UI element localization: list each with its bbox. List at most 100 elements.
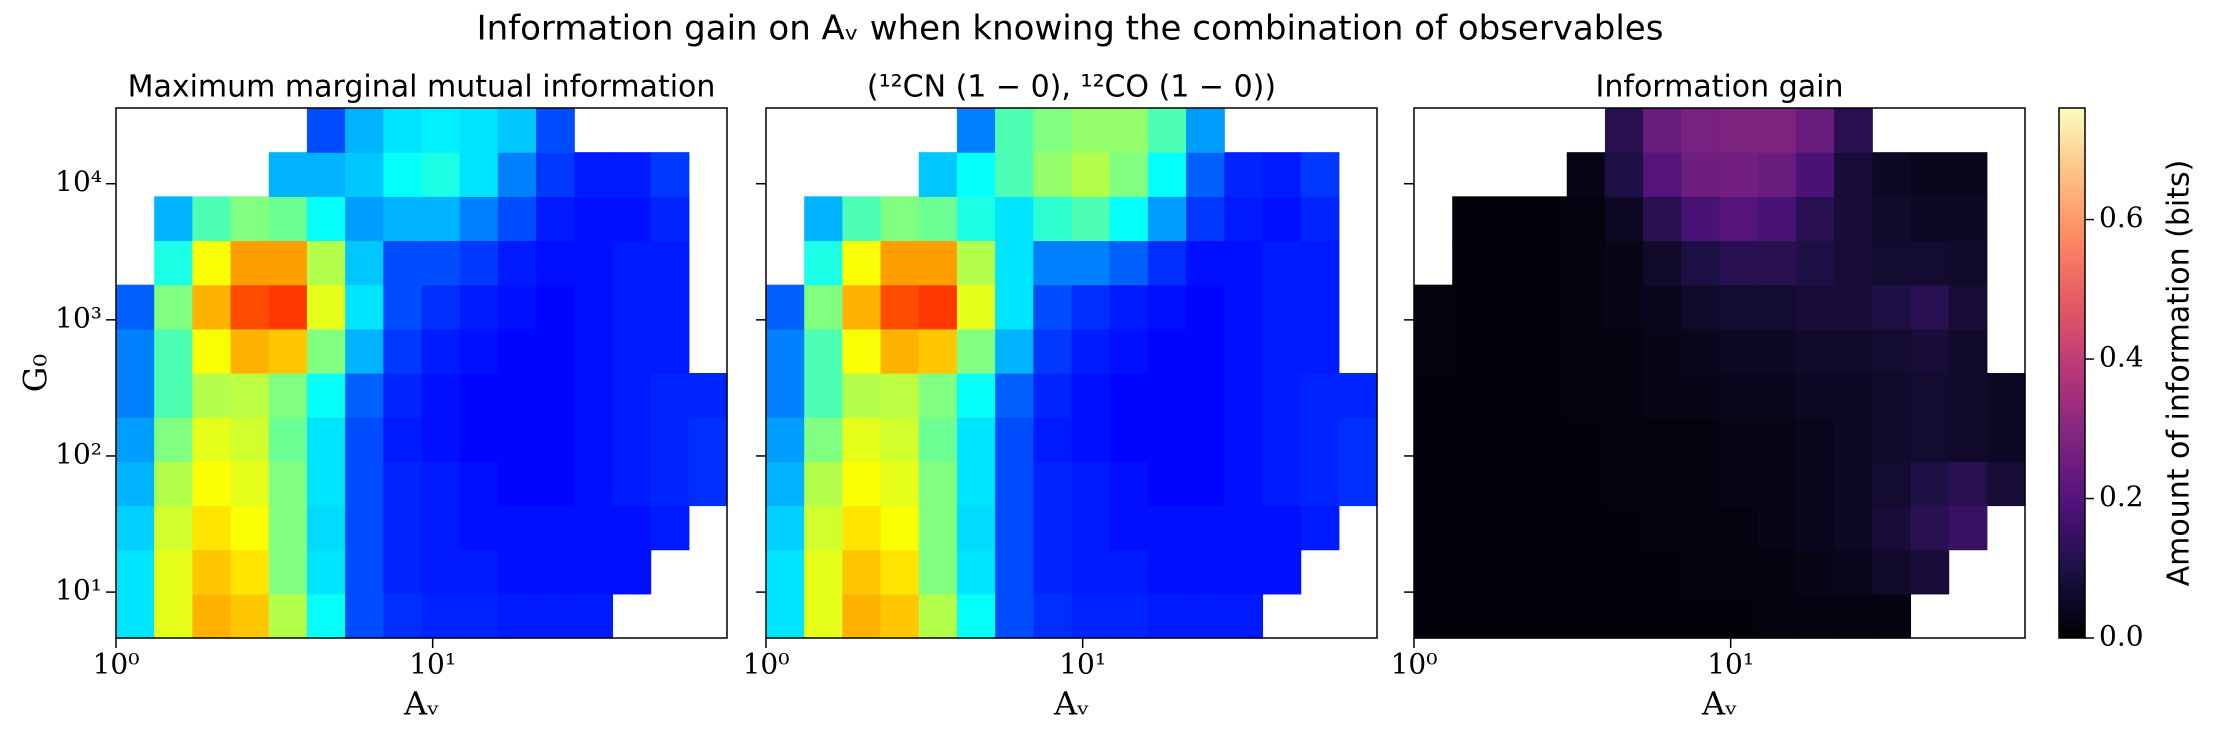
heatmap-cell [1872,373,1912,418]
heatmap-cell [995,461,1034,507]
heatmap-cell [1071,417,1111,462]
heatmap-cell [1224,505,1264,551]
heatmap-cell [1795,328,1835,374]
heatmap-cell [1109,505,1149,551]
heatmap-cell [230,196,270,242]
heatmap-cell [1262,240,1302,286]
heatmap-cell [192,593,232,639]
heatmap-cell [880,240,920,286]
heatmap-cell [497,505,537,551]
heatmap-cell [880,373,920,418]
heatmap-cell [880,505,920,551]
panel-title: Information gain [1596,70,1844,105]
heatmap-cell [1147,328,1187,374]
heatmap-cell [842,328,882,374]
heatmap-cell [1872,417,1912,462]
heatmap-cell [306,108,346,153]
heatmap-cell [804,505,843,551]
colorbar-tick-label: 0.4 [2099,341,2144,374]
heatmap-cell [459,328,499,374]
heatmap-cell [154,417,193,462]
heatmap-cell [1681,549,1721,595]
heatmap-cell [1033,593,1073,639]
heatmap-cell [1948,461,1988,507]
heatmap-cell [1033,505,1073,551]
heatmap-cell [1033,152,1073,197]
heatmap-cell [574,593,614,639]
heatmap-cell [116,549,155,595]
heatmap-cell [612,240,652,286]
heatmap-cell [1566,461,1606,507]
heatmap-cell [804,461,843,507]
heatmap-cell [536,328,575,374]
heatmap-cell [345,549,384,595]
heatmap-cell [345,373,384,418]
heatmap-cell [383,284,423,330]
heatmap-cell [497,240,537,286]
heatmap-cell [536,593,575,639]
heatmap-cell [1300,196,1340,242]
heatmap-cell [1643,328,1682,374]
heatmap-cell [995,152,1034,197]
heatmap-cell [497,108,537,153]
heatmap-cell [1566,373,1606,418]
heatmap-cell [1604,373,1644,418]
heatmap-cell [1300,417,1340,462]
heatmap-cell [1910,328,1950,374]
heatmap-cell [1109,284,1149,330]
heatmap-cell [1834,108,1873,153]
heatmap-cell [1948,328,1988,374]
heatmap-cell [1795,593,1835,639]
heatmap-cell [1338,373,1378,418]
heatmap-cell [1948,284,1988,330]
heatmap-cell [574,461,614,507]
heatmap-cell [804,284,843,330]
heatmap-cell [1719,505,1759,551]
heatmap-cell [421,152,461,197]
heatmap-cell [1262,152,1302,197]
heatmap-cell [650,284,690,330]
heatmap-cell [154,284,193,330]
heatmap-cell [1452,593,1491,639]
heatmap-cell [1338,461,1378,507]
heatmap-cell [192,328,232,374]
heatmap-cell [345,152,384,197]
heatmap-cell [268,461,308,507]
heatmap-cell [1224,284,1264,330]
heatmap-cell [230,461,270,507]
heatmap-cell [766,284,805,330]
heatmap-cell [880,417,920,462]
heatmap-cell [268,373,308,418]
heatmap-cell [1071,505,1111,551]
heatmap-cell [459,549,499,595]
heatmap-cell [1566,417,1606,462]
heatmap-cell [766,461,805,507]
heatmap-cell [1719,240,1759,286]
heatmap-cell [1719,328,1759,374]
heatmap-cell [1643,505,1682,551]
heatmap-cell [1681,240,1721,286]
heatmap-cell [268,152,308,197]
heatmap-cell [1109,461,1149,507]
heatmap-cell [497,593,537,639]
heatmap-cell [1147,417,1187,462]
heatmap-cell [1186,373,1225,418]
heatmap-cell [1109,417,1149,462]
heatmap-cell [1490,240,1530,286]
heatmap-cell [1147,505,1187,551]
heatmap-cell [1224,152,1264,197]
heatmap-cell [1490,549,1530,595]
heatmap-cell [1224,328,1264,374]
heatmap-cell [1490,417,1530,462]
heatmap-cell [497,461,537,507]
heatmap-cell [1604,328,1644,374]
x-tick-label: 10⁰ [743,648,790,681]
heatmap-cell [1719,593,1759,639]
heatmap-cell [306,196,346,242]
heatmap-cell [1872,593,1912,639]
heatmap-cell [574,417,614,462]
heatmap-cell [1604,505,1644,551]
heatmap-cell [1414,417,1453,462]
heatmap-cell [421,461,461,507]
heatmap-cell [1910,417,1950,462]
